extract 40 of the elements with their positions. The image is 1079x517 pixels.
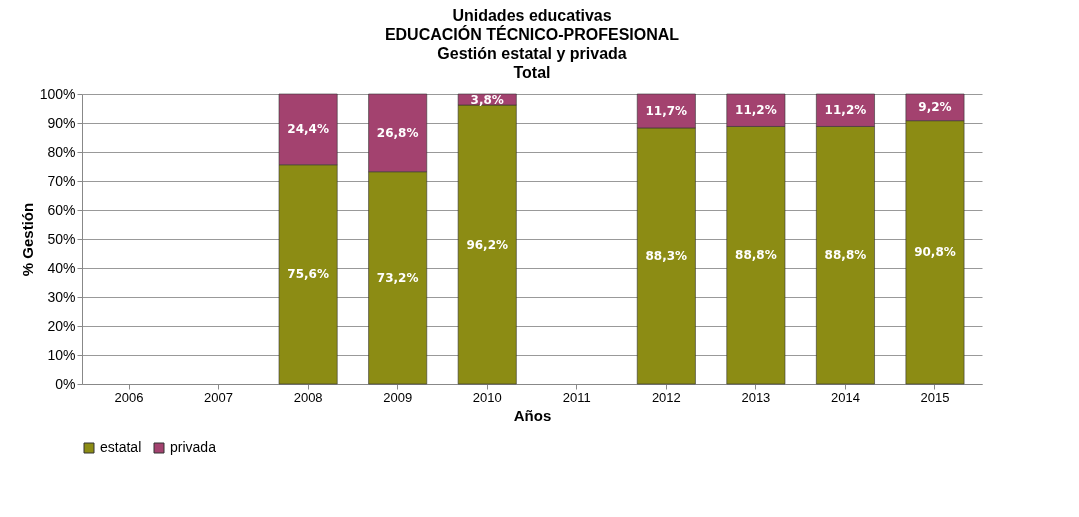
data-label: 88,8% xyxy=(824,248,867,263)
y-tick-label: 90% xyxy=(47,114,76,131)
y-tick-label: 60% xyxy=(47,201,76,218)
data-label: 96,2% xyxy=(466,237,509,252)
data-label: 11,2% xyxy=(735,103,777,118)
data-label: 26,8% xyxy=(376,125,419,140)
y-tick-label: 80% xyxy=(47,143,76,160)
data-label: 3,8% xyxy=(470,92,504,107)
x-tick-label: 2011 xyxy=(562,389,591,405)
y-tick-label: 20% xyxy=(47,317,76,334)
y-tick-label: 100% xyxy=(39,85,76,102)
y-axis-title: % Gestión xyxy=(18,202,36,277)
data-label: 75,6% xyxy=(287,267,329,282)
y-tick-label: 50% xyxy=(47,230,76,247)
x-tick-label: 2014 xyxy=(830,389,860,405)
x-tick-label: 2007 xyxy=(204,389,234,405)
x-tick-label: 2006 xyxy=(114,389,144,405)
data-label: 11,2% xyxy=(824,103,867,118)
y-tick-label: 70% xyxy=(47,172,76,189)
data-label: 24,4% xyxy=(287,122,329,137)
data-label: 88,3% xyxy=(645,248,688,263)
x-tick-label: 2012 xyxy=(651,389,681,405)
y-tick-label: 40% xyxy=(47,259,76,276)
y-tick-label: 30% xyxy=(47,288,76,305)
data-label: 90,8% xyxy=(914,245,956,260)
x-axis-title: Años xyxy=(513,406,552,424)
x-tick-label: 2015 xyxy=(920,389,950,405)
y-tick-label: 10% xyxy=(47,346,76,363)
x-tick-label: 2010 xyxy=(472,389,502,405)
legend-label: estatal xyxy=(100,439,142,455)
data-label: 11,7% xyxy=(645,103,688,118)
legend-label: privada xyxy=(170,439,217,455)
x-tick-label: 2008 xyxy=(293,389,323,405)
data-label: 73,2% xyxy=(376,270,419,285)
data-label: 9,2% xyxy=(918,100,952,115)
data-label: 88,8% xyxy=(735,248,777,263)
x-tick-label: 2013 xyxy=(741,389,771,405)
x-tick-label: 2009 xyxy=(383,389,413,405)
chart-title: Unidades educativas EDUCACIÓN TÉCNICO-PROFESIONAL Gestión estatal y privada Total xyxy=(384,7,680,81)
y-tick-label: 0% xyxy=(55,375,76,392)
